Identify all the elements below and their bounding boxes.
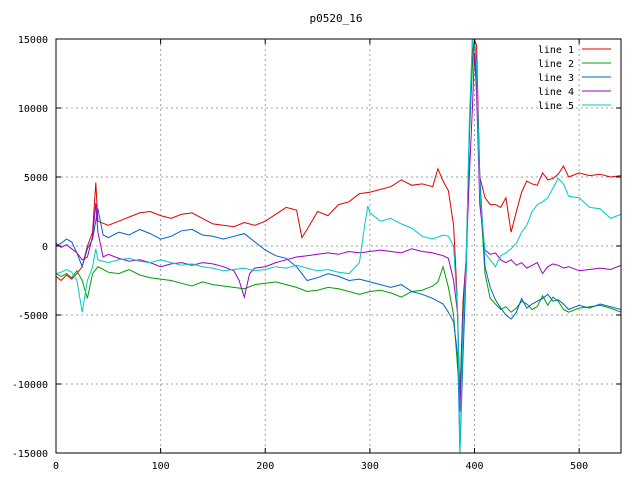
axis-ticks: 0 100 200 300 400 500 -15000 -10000 -5000 0 5000 10… — [12, 35, 621, 472]
x-tick-label: 0 — [53, 461, 59, 472]
y-tick-label: -10000 — [12, 380, 48, 391]
series-line-2 — [56, 39, 621, 398]
x-tick-label: 200 — [256, 461, 274, 472]
y-tick-label: 15000 — [18, 35, 48, 46]
x-tick-label: 400 — [465, 461, 483, 472]
legend-label-1: line 1 — [538, 45, 574, 56]
grid — [56, 39, 621, 453]
legend: line 1 line 2 line 3 line 4 line 5 — [538, 45, 611, 112]
y-tick-label: -5000 — [18, 311, 48, 322]
series-line-4 — [56, 52, 621, 412]
series-line-3 — [56, 39, 621, 453]
y-tick-label: 10000 — [18, 104, 48, 115]
y-tick-label: -15000 — [12, 449, 48, 460]
legend-label-4: line 4 — [538, 87, 574, 98]
chart-title: p0520_16 — [310, 12, 363, 25]
y-tick-label: 0 — [42, 242, 48, 253]
legend-label-2: line 2 — [538, 59, 574, 70]
series-line-5 — [56, 39, 621, 453]
x-tick-label: 100 — [152, 461, 170, 472]
x-tick-label: 500 — [570, 461, 588, 472]
legend-label-3: line 3 — [538, 73, 574, 84]
y-tick-label: 5000 — [24, 173, 48, 184]
series-group — [56, 39, 621, 453]
legend-label-5: line 5 — [538, 101, 574, 112]
series-line-1 — [56, 39, 621, 398]
x-tick-label: 300 — [361, 461, 379, 472]
